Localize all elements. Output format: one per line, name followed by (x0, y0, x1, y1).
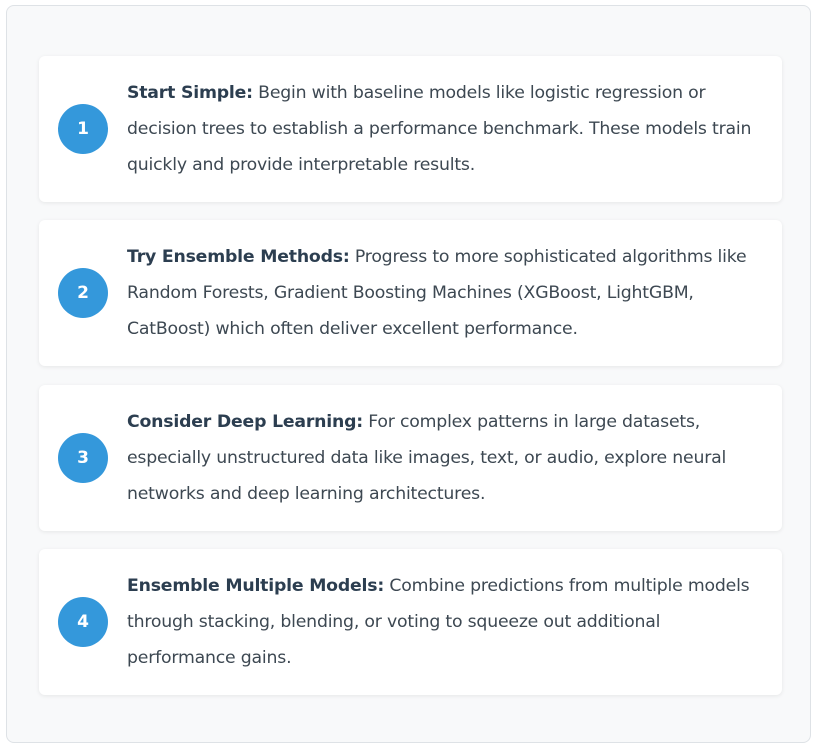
step-card: 1 Start Simple: Begin with baseline mode… (39, 56, 782, 202)
step-number-badge: 4 (58, 597, 108, 647)
step-number-badge: 3 (58, 433, 108, 483)
step-description: For complex patterns in large datasets, … (127, 412, 727, 504)
step-title: Ensemble Multiple Models: (127, 576, 385, 596)
step-description: Begin with baseline models like logistic… (127, 83, 752, 175)
step-text: Try Ensemble Methods: Progress to more s… (127, 239, 768, 347)
step-number-badge: 2 (58, 268, 108, 318)
step-text: Consider Deep Learning: For complex patt… (127, 404, 768, 512)
steps-panel: 1 Start Simple: Begin with baseline mode… (6, 5, 811, 743)
step-text: Start Simple: Begin with baseline models… (127, 75, 768, 183)
step-title: Consider Deep Learning: (127, 412, 363, 432)
step-description: Progress to more sophisticated algorithm… (127, 247, 747, 339)
step-number-badge: 1 (58, 104, 108, 154)
step-card: 3 Consider Deep Learning: For complex pa… (39, 385, 782, 531)
step-description: Combine predictions from multiple models… (127, 576, 750, 668)
step-title: Try Ensemble Methods: (127, 247, 350, 267)
step-text: Ensemble Multiple Models: Combine predic… (127, 568, 768, 676)
step-card: 2 Try Ensemble Methods: Progress to more… (39, 220, 782, 366)
step-title: Start Simple: (127, 83, 253, 103)
step-card: 4 Ensemble Multiple Models: Combine pred… (39, 549, 782, 695)
